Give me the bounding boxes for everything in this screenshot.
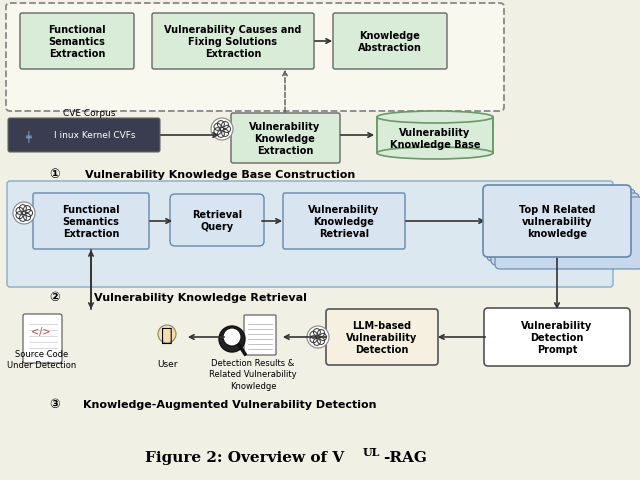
Text: Functional
Semantics
Extraction: Functional Semantics Extraction <box>48 24 106 59</box>
Text: UL: UL <box>363 446 380 457</box>
Text: Vulnerability
Knowledge
Extraction: Vulnerability Knowledge Extraction <box>250 121 321 156</box>
FancyBboxPatch shape <box>6 4 504 112</box>
Circle shape <box>219 326 245 352</box>
FancyBboxPatch shape <box>152 14 314 70</box>
Text: LLM-based
Vulnerability
Detection: LLM-based Vulnerability Detection <box>346 320 418 355</box>
Text: Retrieval
Query: Retrieval Query <box>192 209 242 232</box>
FancyBboxPatch shape <box>487 190 635 262</box>
Text: User: User <box>157 360 177 369</box>
Text: Knowledge-Augmented Vulnerability Detection: Knowledge-Augmented Vulnerability Detect… <box>83 399 377 409</box>
Text: Top N Related
vulnerability
knowledge: Top N Related vulnerability knowledge <box>519 204 595 239</box>
Text: Source Code
Under Detection: Source Code Under Detection <box>8 349 77 369</box>
Text: CVE Corpus: CVE Corpus <box>63 109 115 118</box>
Text: Vulnerability
Detection
Prompt: Vulnerability Detection Prompt <box>522 320 593 355</box>
Text: Vulnerability
Knowledge Base: Vulnerability Knowledge Base <box>390 128 480 150</box>
FancyBboxPatch shape <box>33 193 149 250</box>
Text: ①: ① <box>50 168 60 181</box>
Text: Vulnerability
Knowledge
Retrieval: Vulnerability Knowledge Retrieval <box>308 204 380 239</box>
Bar <box>377 118 493 154</box>
FancyBboxPatch shape <box>170 194 264 247</box>
Text: Detection Results &
Related Vulnerability
Knowledge: Detection Results & Related Vulnerabilit… <box>209 359 297 390</box>
FancyBboxPatch shape <box>231 114 340 164</box>
FancyBboxPatch shape <box>491 193 639 265</box>
Circle shape <box>223 328 241 346</box>
Text: l inux Kernel CVFs: l inux Kernel CVFs <box>54 131 136 140</box>
Circle shape <box>158 325 176 343</box>
Text: </>: </> <box>31 326 53 336</box>
FancyBboxPatch shape <box>326 309 438 365</box>
FancyBboxPatch shape <box>20 14 134 70</box>
Text: 👤: 👤 <box>161 325 173 344</box>
Text: Functional
Semantics
Extraction: Functional Semantics Extraction <box>62 204 120 239</box>
Text: Vulnerability Causes and
Fixing Solutions
Extraction: Vulnerability Causes and Fixing Solution… <box>164 24 301 59</box>
Ellipse shape <box>377 112 493 124</box>
Text: ③: ③ <box>50 397 60 411</box>
Text: -RAG: -RAG <box>383 450 427 464</box>
FancyBboxPatch shape <box>483 186 631 257</box>
Circle shape <box>211 119 233 141</box>
FancyBboxPatch shape <box>484 308 630 366</box>
Ellipse shape <box>377 148 493 160</box>
FancyBboxPatch shape <box>283 193 405 250</box>
FancyBboxPatch shape <box>244 315 276 355</box>
FancyBboxPatch shape <box>8 119 160 153</box>
Text: ②: ② <box>50 291 60 304</box>
Circle shape <box>307 326 329 348</box>
Text: Figure 2: Overview of V: Figure 2: Overview of V <box>145 450 344 464</box>
FancyBboxPatch shape <box>333 14 447 70</box>
FancyBboxPatch shape <box>495 198 640 269</box>
Circle shape <box>13 203 35 225</box>
Text: Vulnerability Knowledge Retrieval: Vulnerability Knowledge Retrieval <box>93 292 307 302</box>
FancyBboxPatch shape <box>7 181 613 288</box>
Text: Knowledge
Abstraction: Knowledge Abstraction <box>358 31 422 53</box>
Text: Vulnerability Knowledge Base Construction: Vulnerability Knowledge Base Constructio… <box>85 169 355 180</box>
FancyBboxPatch shape <box>23 314 62 363</box>
Text: ╪: ╪ <box>25 130 31 142</box>
